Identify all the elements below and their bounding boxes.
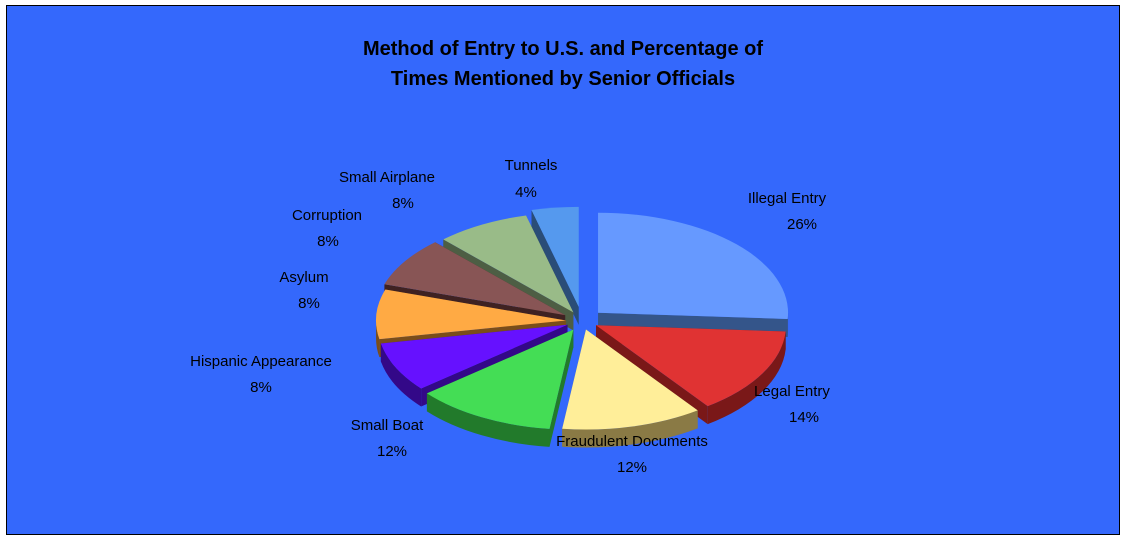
chart-title-line-1: Method of Entry to U.S. and Percentage o… <box>362 38 764 60</box>
pie-wall-tunnels <box>531 209 579 325</box>
pie-chart: Illegal Entry 26% Legal Entry 14% Fraudulent… <box>190 157 830 476</box>
pie-rim-fraudulent-documents <box>562 410 698 448</box>
pie-slice-small-boat <box>426 329 574 429</box>
pie-rim-legal-entry <box>707 331 786 425</box>
slice-pct-asylum: 8% <box>298 295 320 312</box>
chart-title: Method of Entry to U.S. and Percentage o… <box>7 34 1119 94</box>
pie-slice-hispanic-appearance <box>380 324 568 389</box>
chart-title-line-2: Times Mentioned by Senior Officials <box>390 68 736 90</box>
slice-label-hispanic-appearance: Hispanic Appearance <box>190 353 332 370</box>
slice-pct-small-boat: 12% <box>377 443 407 460</box>
pie-wall-small-boat <box>549 329 574 447</box>
pie-slice-small-airplane <box>443 215 574 313</box>
slice-label-small-airplane: Small Airplane <box>339 169 435 186</box>
slice-label-tunnels: Tunnels <box>505 157 558 174</box>
slice-pct-corruption: 8% <box>317 233 339 250</box>
chart-area: Method of Entry to U.S. and Percentage o… <box>6 5 1120 535</box>
slice-label-fraudulent-documents: Fraudulent Documents <box>556 433 708 450</box>
pie-slice-illegal-entry <box>598 212 789 319</box>
slice-pct-hispanic-appearance: 8% <box>250 379 272 396</box>
pie-slice-asylum <box>376 289 567 340</box>
pie-rim-small-boat <box>426 393 550 447</box>
slice-pct-tunnels: 4% <box>515 184 537 201</box>
slice-pct-fraudulent-documents: 12% <box>617 459 647 476</box>
pie-slice-tunnels <box>531 206 579 307</box>
pie-slice-fraudulent-documents <box>562 329 698 430</box>
slice-label-legal-entry: Legal Entry <box>754 383 830 400</box>
pie-rim-asylum <box>376 320 380 358</box>
slice-pct-small-airplane: 8% <box>392 195 414 212</box>
slice-label-illegal-entry: Illegal Entry <box>748 190 827 207</box>
pie-slice-legal-entry <box>596 325 786 407</box>
pie-rim-hispanic-appearance <box>380 343 422 407</box>
slice-label-corruption: Corruption <box>292 207 362 224</box>
slice-pct-illegal-entry: 26% <box>787 216 817 233</box>
slice-pct-legal-entry: 14% <box>789 409 819 426</box>
pie-slice-corruption <box>384 242 566 316</box>
slice-label-small-boat: Small Boat <box>351 417 424 434</box>
slice-label-asylum: Asylum <box>279 269 328 286</box>
